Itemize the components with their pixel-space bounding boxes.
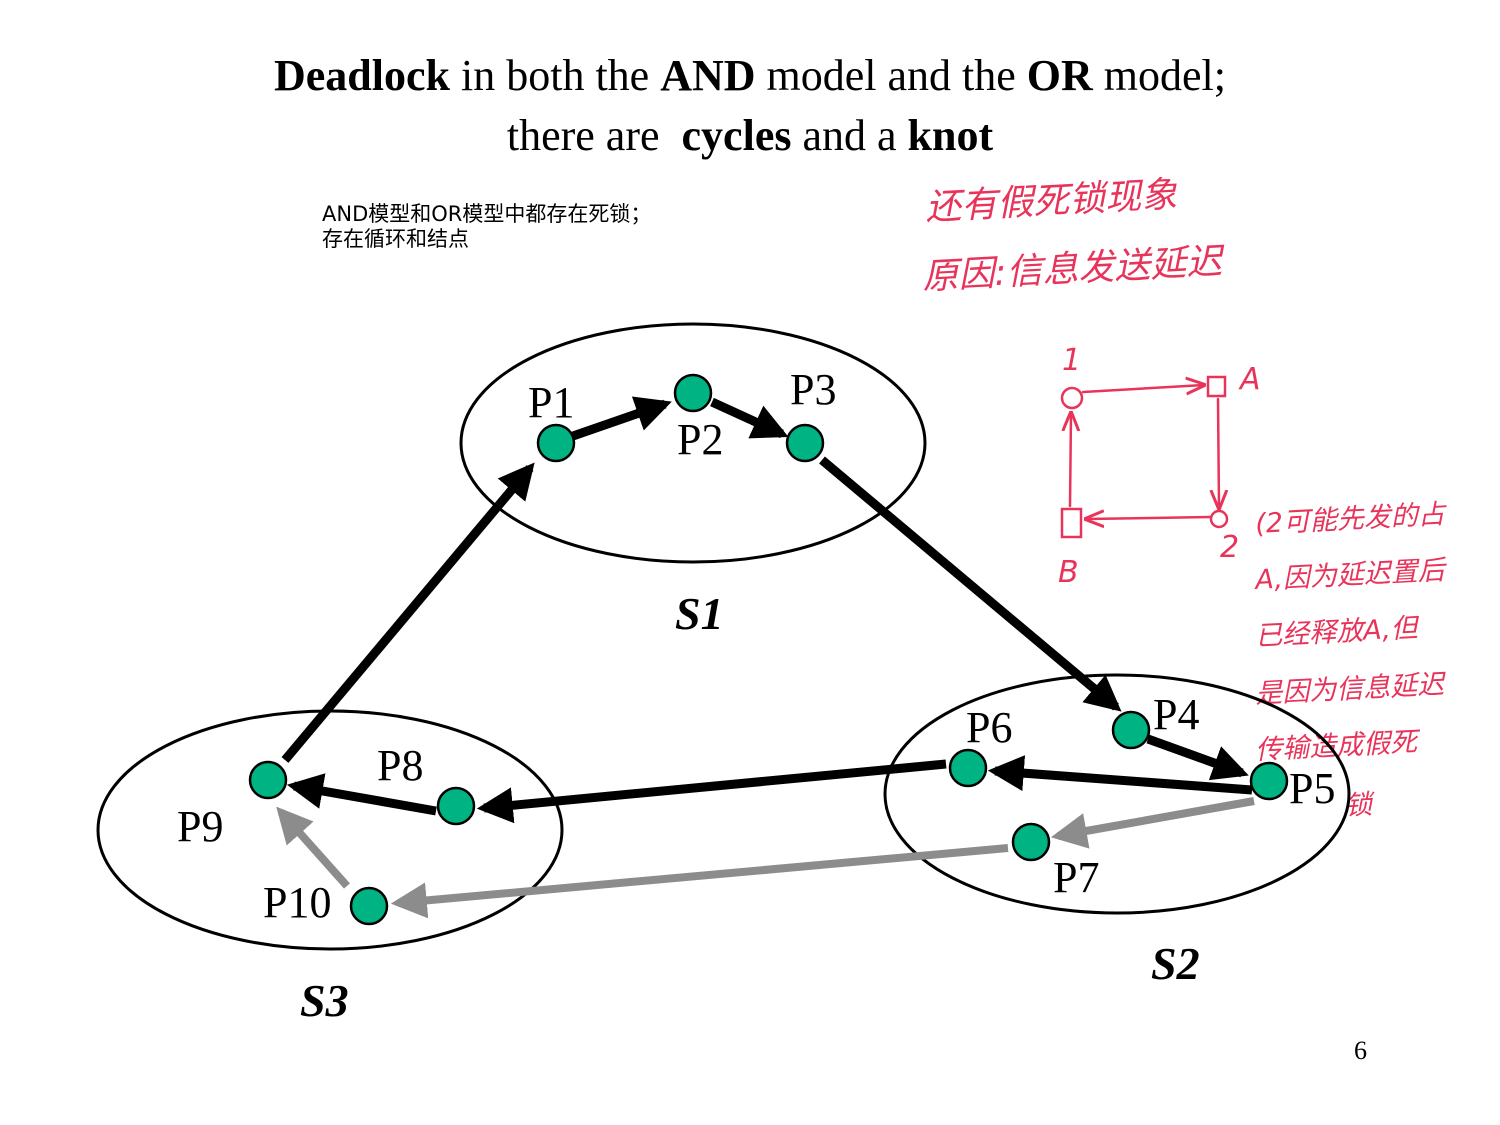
node-p6 <box>948 748 988 788</box>
node-p1 <box>536 423 576 463</box>
title-line-1-run: in both the <box>450 51 661 100</box>
title-line-1-run: model and the <box>755 51 1027 100</box>
edge-p3-p4 <box>819 456 1122 712</box>
edge-p9-p1 <box>281 462 535 763</box>
sketch-label-2: 2 <box>1220 530 1239 565</box>
site-s1-ellipse <box>459 322 927 564</box>
handwritten-sketch <box>1060 375 1229 539</box>
label-p5: P5 <box>1289 764 1335 813</box>
sketch-edge-2-b <box>1086 517 1212 519</box>
node-p3 <box>785 423 825 463</box>
edge-p6-p8 <box>476 759 947 824</box>
node-p10 <box>349 886 389 926</box>
edge-p10-p9 <box>276 806 350 889</box>
sketch-node-b <box>1060 507 1083 539</box>
title-line-1-run: OR <box>1026 51 1093 100</box>
chinese-caption-line-1: AND模型和OR模型中都存在死锁； <box>322 202 652 226</box>
sketch-node-2 <box>1209 509 1229 529</box>
edge-p2-p3 <box>710 397 789 439</box>
edge-p7-p10 <box>390 844 1009 919</box>
title-line-2-run: and a <box>791 111 908 160</box>
title-line-1-run: Deadlock <box>274 51 450 100</box>
label-s3: S3 <box>300 975 349 1026</box>
page-number: 6 <box>1354 1036 1367 1065</box>
node-p8 <box>436 786 476 826</box>
edge-p1-p2 <box>571 396 672 441</box>
label-s1: S1 <box>675 588 724 639</box>
chinese-caption-line-2: 存在循环和结点 <box>322 227 469 251</box>
sketch-label-b: B <box>1058 555 1079 590</box>
sketch-node-a <box>1206 375 1227 398</box>
node-p9 <box>248 760 288 800</box>
node-p7 <box>1011 822 1051 862</box>
label-s2: S2 <box>1151 938 1200 989</box>
node-p2 <box>673 373 713 413</box>
sketch-label-1: 1 <box>1062 343 1081 378</box>
edge-p5-p7 <box>1050 797 1255 849</box>
sketch-edge-a-2 <box>1218 397 1219 508</box>
title-line-2: there are cycles and a knot <box>0 106 1500 166</box>
label-p1: P1 <box>528 378 574 427</box>
node-p4 <box>1111 710 1151 750</box>
title-line-2-run: cycles <box>681 111 792 160</box>
label-p3: P3 <box>790 365 836 414</box>
label-p6: P6 <box>966 703 1012 752</box>
label-p10: P10 <box>263 878 331 927</box>
sketch-edge-b-1 <box>1070 413 1071 508</box>
edge-p4-p5 <box>1146 734 1249 781</box>
label-p4: P4 <box>1153 690 1199 739</box>
sketch-node-1 <box>1060 386 1084 410</box>
node-p5 <box>1249 761 1289 801</box>
sketch-edge-1-a <box>1081 385 1204 392</box>
title-line-1: Deadlock in both the AND model and the O… <box>0 46 1500 106</box>
label-p9: P9 <box>177 802 223 851</box>
title-line-1-run: model; <box>1092 51 1226 100</box>
title-line-1-run: AND <box>660 51 756 100</box>
sketch-label-a: A <box>1238 362 1261 397</box>
label-p8: P8 <box>377 741 423 790</box>
edge-p5-p6 <box>987 755 1253 795</box>
label-p2: P2 <box>677 415 723 464</box>
title-line-2-run: there are <box>506 111 682 160</box>
label-p7: P7 <box>1053 853 1099 902</box>
edge-p8-p9 <box>286 773 437 816</box>
title-line-2-run: knot <box>907 111 994 160</box>
